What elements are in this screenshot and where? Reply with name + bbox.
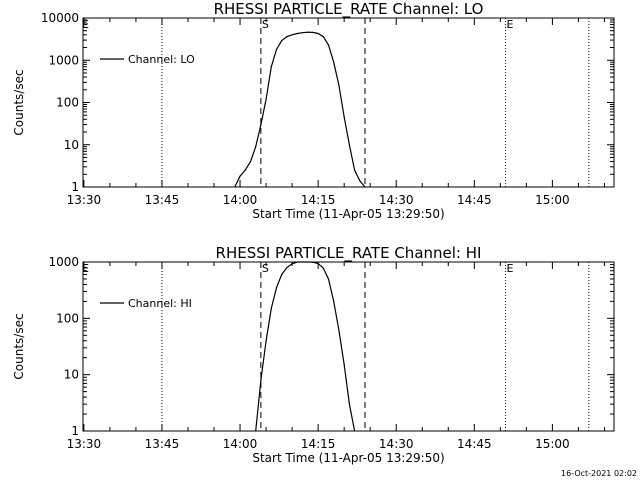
legend-label: Channel: LO <box>128 53 195 66</box>
data-point <box>286 36 288 38</box>
data-point <box>327 278 330 280</box>
y-tick-label: 1000 <box>48 255 79 269</box>
data-point <box>270 307 272 310</box>
data-point <box>353 169 356 171</box>
x-axis-label: Start Time (11-Apr-05 13:29:50) <box>252 451 444 465</box>
data-point <box>265 340 267 342</box>
hi-channel-panel: RHESSI PARTICLE_RATE Channel: HI 1 10 100 10… <box>12 244 615 465</box>
edge-marker-label: E <box>82 18 89 31</box>
data-point <box>353 430 356 432</box>
x-tick-label: 14:30 <box>379 437 414 451</box>
x-tick-label: 14:00 <box>223 437 258 451</box>
data-point <box>338 330 340 332</box>
data-point <box>333 300 335 302</box>
edge-marker-label: E <box>82 262 89 275</box>
y-tick-label: 1 <box>71 180 79 194</box>
y-tick-label: 10000 <box>41 11 79 25</box>
data-point <box>301 32 304 34</box>
data-point <box>333 61 335 63</box>
x-tick-label: 13:45 <box>145 193 180 207</box>
start-marker-label: S <box>262 18 269 31</box>
data-point <box>317 262 319 265</box>
x-tick-label: 14:45 <box>457 193 492 207</box>
legend-label: Channel: HI <box>128 297 192 310</box>
data-point <box>249 160 252 163</box>
data-point <box>286 266 288 269</box>
x-tick-label: 14:30 <box>379 193 414 207</box>
end-marker-label: E <box>507 262 514 275</box>
y-axis-label: Counts/sec <box>12 313 26 379</box>
x-tick-label: 15:00 <box>535 437 570 451</box>
data-point <box>275 287 278 289</box>
y-tick-label: 10 <box>64 368 79 382</box>
data-point <box>275 48 278 51</box>
x-tick-label: 13:30 <box>67 193 102 207</box>
end-marker-label: E <box>507 18 514 31</box>
footer-timestamp: 16-Oct-2021 02:02 <box>561 469 637 478</box>
chart-title: RHESSI PARTICLE_RATE Channel: HI <box>216 244 482 263</box>
data-point <box>312 31 314 34</box>
data-point <box>343 116 345 118</box>
x-tick-label: 14:15 <box>301 193 336 207</box>
start-marker-label: S <box>262 262 269 275</box>
data-point <box>281 40 283 42</box>
data-point <box>338 85 340 87</box>
lo-channel-panel: RHESSI PARTICLE_RATE Channel: LO 1 10 100 10… <box>12 0 615 221</box>
y-tick-label: 1 <box>71 424 79 438</box>
data-point <box>312 261 314 263</box>
chart-title: RHESSI PARTICLE_RATE Channel: LO <box>214 0 484 19</box>
data-point <box>343 364 345 366</box>
data-point <box>327 44 330 46</box>
y-tick-label: 1000 <box>48 53 79 67</box>
x-axis-label: Start Time (11-Apr-05 13:29:50) <box>252 207 444 221</box>
plot-frame <box>82 261 615 432</box>
data-point <box>348 144 350 146</box>
plot-frame <box>82 17 615 188</box>
series-line <box>234 31 366 188</box>
data-point <box>244 169 246 171</box>
data-point <box>239 175 241 177</box>
y-tick-label: 100 <box>56 311 79 325</box>
data-point <box>317 32 319 35</box>
x-tick-label: 15:00 <box>535 193 570 207</box>
data-point <box>255 146 257 148</box>
x-tick-label: 13:45 <box>145 437 180 451</box>
data-point <box>359 180 361 182</box>
data-point <box>301 261 304 263</box>
data-point <box>348 403 350 405</box>
data-point <box>322 267 324 269</box>
data-point <box>296 32 298 35</box>
data-point <box>291 263 293 265</box>
x-tick-label: 14:00 <box>223 193 258 207</box>
data-point <box>307 31 309 33</box>
x-tick-label: 14:45 <box>457 437 492 451</box>
data-point <box>291 34 293 36</box>
y-tick-label: 10 <box>64 138 79 152</box>
data-point <box>265 98 267 100</box>
y-axis-label: Counts/sec <box>12 69 26 135</box>
data-point <box>281 273 283 276</box>
x-tick-label: 13:30 <box>67 437 102 451</box>
data-point <box>322 36 324 38</box>
data-point <box>270 66 272 68</box>
data-point <box>260 379 262 381</box>
x-tick-label: 14:15 <box>301 437 336 451</box>
y-tick-label: 100 <box>56 96 79 110</box>
data-point <box>307 261 309 263</box>
data-point <box>296 261 298 263</box>
data-point <box>234 186 236 188</box>
series-line <box>255 261 356 432</box>
data-point <box>364 186 366 188</box>
data-point <box>255 430 257 432</box>
data-point <box>260 123 262 126</box>
